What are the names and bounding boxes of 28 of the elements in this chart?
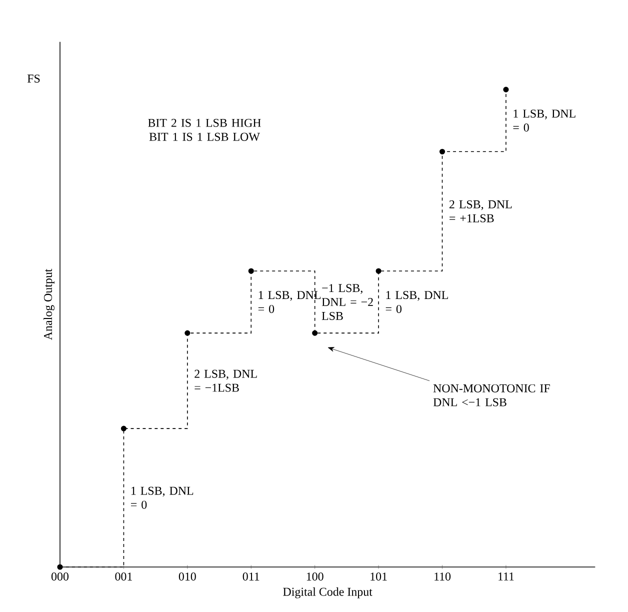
text: FS: [27, 74, 40, 83]
annotation: 1 LSB, DNL = 0: [386, 291, 448, 314]
x-axis-title: Digital Code Input: [283, 587, 372, 598]
x-tick-label: 000: [51, 572, 69, 581]
point: [439, 148, 446, 154]
point: [503, 86, 509, 92]
x-tick-label: 011: [242, 572, 260, 581]
point: [120, 426, 126, 432]
annotation: 1 LSB, DNL = 0: [258, 291, 321, 314]
point: [376, 268, 382, 274]
annotation: NON-MONOTONIC IF DNL <−1 LSB: [433, 384, 550, 406]
x-tick-label: 101: [370, 572, 387, 581]
x-tick-label: 001: [115, 572, 132, 581]
annotation: 1 LSB, DNL = 0: [131, 486, 194, 509]
annotation: 2 LSB, DNL = +1LSB: [449, 200, 512, 222]
point: [184, 330, 190, 336]
annotation: 2 LSB, DNL = −1LSB: [194, 370, 257, 392]
annotation: BIT 2 IS 1 LSB HIGH BIT 1 IS 1 LSB LOW: [148, 118, 261, 141]
annotation: 1 LSB, DNL = 0: [513, 110, 576, 132]
annotation: −1 LSB, DNL = −2 LSB: [322, 284, 373, 320]
y-axis-title: Analog Output: [44, 268, 54, 340]
x-tick-label: 111: [498, 572, 514, 580]
x-tick-label: 100: [306, 572, 324, 581]
point: [57, 564, 63, 570]
x-tick-label: 110: [434, 572, 451, 581]
point: [248, 268, 254, 274]
point: [312, 330, 318, 336]
x-tick-label: 010: [178, 572, 196, 581]
